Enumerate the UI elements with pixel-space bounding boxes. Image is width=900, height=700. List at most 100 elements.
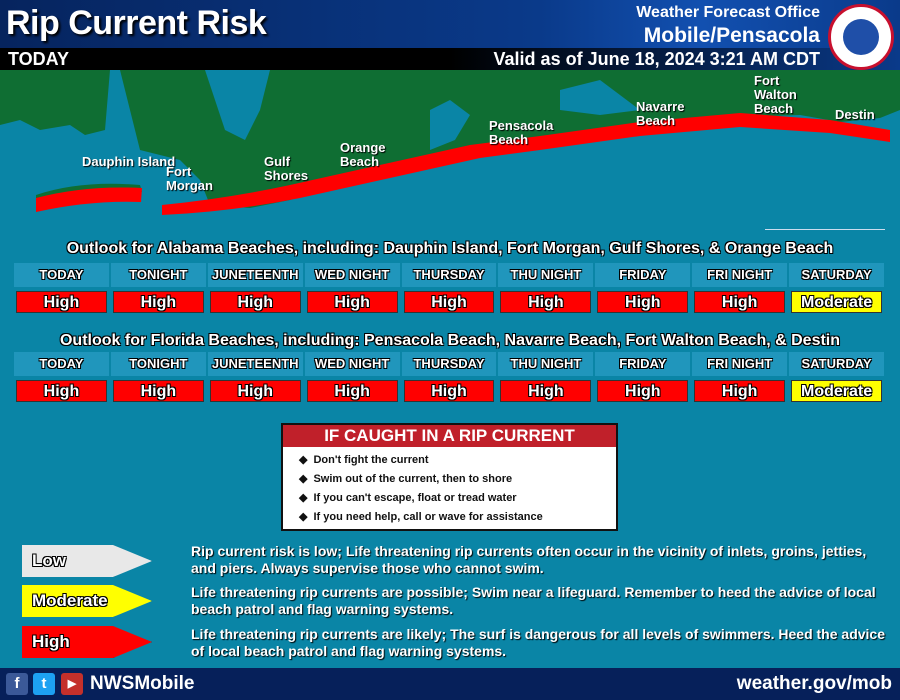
risk-cell: Moderate (789, 289, 884, 313)
bay (560, 80, 640, 115)
advice-title: IF CAUGHT IN A RIP CURRENT (283, 425, 616, 447)
youtube-icon[interactable]: ▶ (61, 673, 83, 695)
florida-outlook-title: Outlook for Florida Beaches, including: … (59, 332, 841, 349)
map-label-fort-morgan: Fort Morgan (166, 164, 213, 193)
advice-item: ◆ If you can't escape, float or tread wat… (299, 491, 616, 504)
period-header: THURSDAY (401, 352, 497, 376)
legend-high: High (22, 626, 152, 658)
period-header: WED NIGHT (304, 263, 400, 287)
map-label-fort-walton-beach: Fort Walton Beach (754, 73, 797, 116)
risk-cell: High (305, 289, 400, 313)
coastline-map (0, 70, 900, 215)
social-handle[interactable]: NWSMobile (90, 673, 195, 694)
alabama-risk-row: High High High High High High High High Moderate (14, 289, 886, 313)
bay (205, 70, 270, 140)
period-header: THU NIGHT (498, 352, 594, 376)
website-link[interactable]: weather.gov/mob (736, 673, 892, 694)
period-header: JUNETEENTH (207, 263, 303, 287)
divider (765, 229, 885, 230)
legend-moderate: Moderate (22, 585, 152, 617)
map-label-navarre-beach: Navarre Beach (636, 99, 685, 128)
risk-band-main (162, 113, 890, 215)
risk-cell: High (14, 378, 109, 402)
risk-level: High (500, 380, 592, 402)
period-header: TONIGHT (110, 352, 206, 376)
office-name: Mobile/Pensacola (643, 24, 820, 47)
period-label: TODAY (8, 49, 70, 69)
period-header: THURSDAY (401, 263, 497, 287)
risk-level: High (112, 380, 204, 402)
period-header: SATURDAY (789, 263, 885, 287)
risk-level: Moderate (791, 291, 883, 313)
advice-text: Don't fight the current (313, 454, 429, 466)
florida-risk-row: High High High High High High High High Moderate (14, 378, 886, 402)
diamond-bullet-icon: ◆ (299, 492, 308, 504)
risk-cell: High (305, 378, 400, 402)
alabama-outlook-title: Outlook for Alabama Beaches, including: … (66, 240, 834, 257)
risk-cell: High (498, 378, 593, 402)
office-label: Weather Forecast Office (636, 4, 820, 21)
diamond-bullet-icon: ◆ (299, 511, 308, 523)
map-label-pensacola-beach: Pensacola Beach (489, 118, 554, 147)
page-title: Rip Current Risk (6, 4, 267, 42)
period-header: WED NIGHT (304, 352, 400, 376)
risk-level: High (597, 291, 689, 313)
alabama-period-row: TODAY TONIGHT JUNETEENTH WED NIGHT THURSDAY T… (14, 263, 886, 287)
map-label-dauphin-island: Dauphin Island (82, 154, 176, 169)
legend-low: Low (22, 545, 152, 577)
legend-level: Low (32, 551, 66, 570)
rip-current-advice-box: IF CAUGHT IN A RIP CURRENT ◆ Don't fight … (281, 423, 618, 531)
period-header: TONIGHT (110, 263, 206, 287)
header: Rip Current Risk Weather Forecast Office… (0, 0, 900, 48)
risk-cell: High (14, 289, 109, 313)
risk-band-dauphin (36, 187, 142, 212)
nws-logo-icon (828, 4, 894, 70)
twitter-icon[interactable]: t (33, 673, 55, 695)
legend-high-text: Life threatening rip currents are likely… (191, 626, 885, 659)
map-label-orange-beach: Orange Beach (340, 140, 386, 169)
advice-text: If you can't escape, float or tread wate… (313, 492, 517, 504)
risk-level: High (403, 291, 495, 313)
risk-cell: High (402, 289, 497, 313)
advice-item: ◆ Swim out of the current, then to shore (299, 472, 616, 485)
risk-level: High (306, 291, 398, 313)
advice-text: Swim out of the current, then to shore (313, 473, 513, 485)
risk-level: High (16, 291, 107, 313)
map-label-destin: Destin (835, 107, 875, 122)
risk-level: High (403, 380, 495, 402)
legend-level: Moderate (32, 591, 108, 610)
period-header: THU NIGHT (498, 263, 594, 287)
facebook-icon[interactable]: f (6, 673, 28, 695)
legend-moderate-text: Life threatening rip currents are possib… (191, 584, 876, 617)
subheader-bar: TODAY Valid as of June 18, 2024 3:21 AM … (0, 48, 900, 70)
legend-level: High (32, 632, 70, 651)
risk-level: High (16, 380, 107, 402)
bay (430, 100, 470, 150)
period-header: JUNETEENTH (207, 352, 303, 376)
advice-item: ◆ Don't fight the current (299, 453, 616, 466)
risk-cell: High (692, 378, 787, 402)
risk-level: High (306, 380, 398, 402)
period-header: TODAY (14, 263, 109, 287)
period-header: SATURDAY (789, 352, 885, 376)
risk-level: High (500, 291, 592, 313)
risk-cell: High (692, 289, 787, 313)
risk-cell: High (402, 378, 497, 402)
footer: f t ▶ NWSMobile weather.gov/mob (0, 668, 900, 700)
period-header: TODAY (14, 352, 109, 376)
period-header: FRIDAY (595, 352, 691, 376)
risk-level: High (209, 380, 301, 402)
risk-cell: High (111, 289, 206, 313)
risk-cell: High (208, 378, 303, 402)
risk-level: High (209, 291, 301, 313)
risk-level: High (694, 380, 786, 402)
legend-low-text: Rip current risk is low; Life threatenin… (191, 543, 867, 576)
risk-cell: High (208, 289, 303, 313)
risk-cell: High (595, 378, 690, 402)
diamond-bullet-icon: ◆ (299, 454, 308, 466)
period-header: FRIDAY (595, 263, 691, 287)
risk-level: High (112, 291, 204, 313)
period-header: FRI NIGHT (692, 263, 788, 287)
advice-item: ◆ If you need help, call or wave for assi… (299, 510, 616, 523)
risk-level: High (694, 291, 786, 313)
